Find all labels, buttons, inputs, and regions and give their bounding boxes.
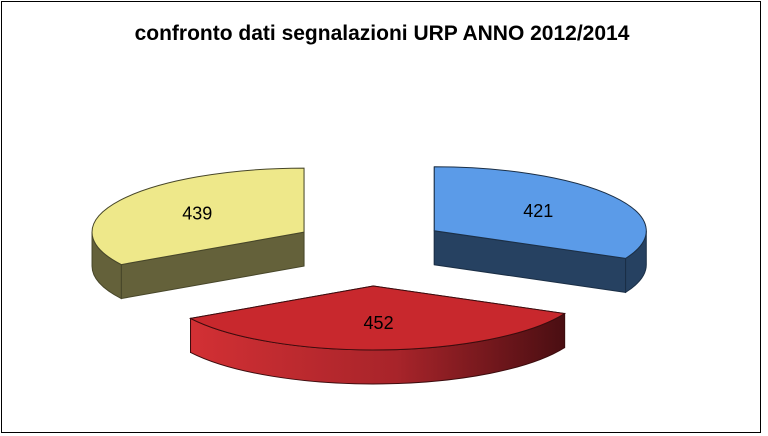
- data-label-1: 452: [364, 313, 394, 333]
- chart-title: confronto dati segnalazioni URP ANNO 201…: [134, 22, 630, 45]
- pie-slice-2: 439: [91, 167, 305, 300]
- pie-slice-0: 421: [433, 166, 647, 294]
- pie-slice-1: 452: [188, 285, 567, 385]
- data-label-2: 439: [182, 204, 212, 224]
- data-label-0: 421: [523, 201, 553, 221]
